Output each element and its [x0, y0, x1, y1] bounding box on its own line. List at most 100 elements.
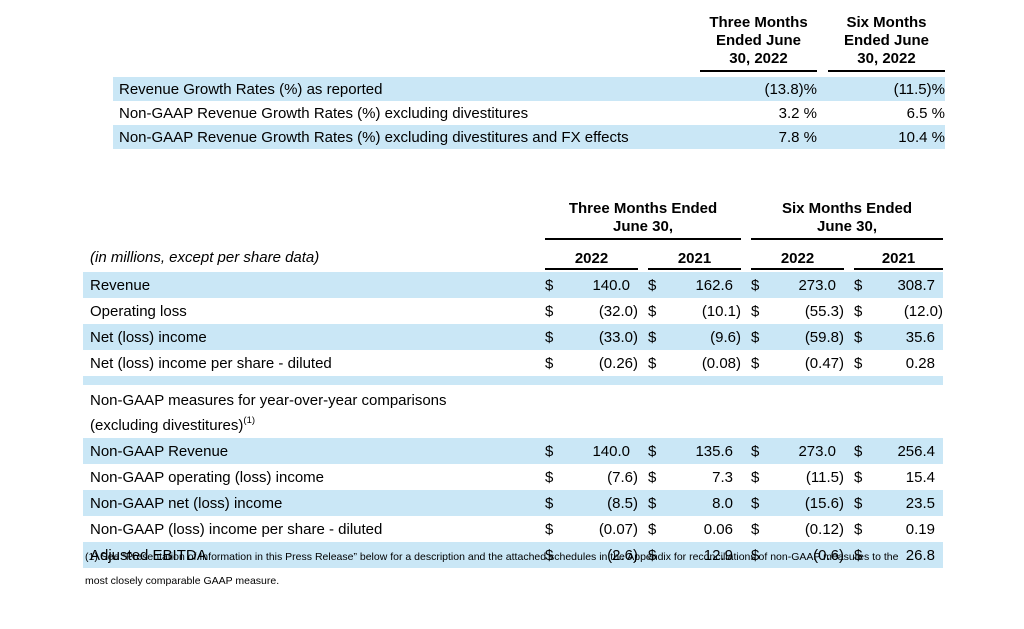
value-group: $ (7.6)	[545, 469, 638, 486]
col-header-line: Six Months	[846, 14, 927, 31]
value-cell: (2.6)	[607, 546, 638, 564]
table-row: Revenue $140.0 $162.6 $273.0 $308.7	[83, 272, 943, 298]
value-cell: 7.8 %	[778, 128, 817, 146]
value-group: $ (12.0)	[854, 303, 943, 320]
value-cell: (11.5)	[805, 468, 844, 486]
currency-symbol: $	[545, 546, 554, 564]
value-group: $7.3	[648, 469, 741, 486]
table-row: Net (loss) income $ (33.0) $ (9.6) $ (59.8) $35…	[83, 324, 943, 350]
value-cell: (0.47)	[804, 354, 844, 372]
value-cell: 3.2 %	[778, 104, 817, 122]
period-header-six-months: Six Months Ended June 30,	[751, 200, 943, 240]
value-cell: (8.5)	[607, 494, 638, 512]
row-label: Non-GAAP operating (loss) income	[90, 468, 324, 486]
row-label: Net (loss) income	[90, 328, 207, 346]
currency-symbol: $	[854, 302, 863, 320]
highlight-strip	[83, 376, 943, 385]
row-label: Net (loss) income per share - diluted	[90, 354, 332, 372]
value-cell: (33.0)	[598, 328, 638, 346]
value-group: $ (0.26)	[545, 355, 638, 372]
growth-table-header: Three Months Ended June 30, 2022 Six Mon…	[113, 14, 945, 72]
currency-symbol: $	[545, 494, 554, 512]
value-cell: 273.0	[798, 442, 836, 460]
currency-symbol: $	[545, 328, 554, 346]
year-header: 2021	[854, 250, 943, 270]
non-gaap-rows: Non-GAAP Revenue $140.0 $135.6 $273.0 $256.4…	[83, 438, 943, 568]
value-group: $ (55.3)	[751, 303, 844, 320]
section-header-text: (excluding divestitures)	[90, 417, 244, 434]
value-cell: 35.6	[905, 328, 935, 346]
period-header-line: Six Months Ended	[781, 200, 912, 217]
footnote-line: most closely comparable GAAP measure.	[85, 575, 280, 587]
value-cell: (10.1)	[701, 302, 741, 320]
value-cell: 10.4 %	[898, 128, 945, 146]
currency-symbol: $	[751, 520, 760, 538]
gaap-rows: Revenue $140.0 $162.6 $273.0 $308.7 Operating…	[83, 272, 943, 376]
value-group: $15.4	[854, 469, 943, 486]
section-header-line: (excluding divestitures)(1)	[90, 411, 943, 436]
value-cell: (13.8)%	[764, 80, 817, 98]
row-label: Operating loss	[90, 302, 187, 320]
value-group: $ (32.0)	[545, 303, 638, 320]
value-group: $ (0.47)	[751, 355, 844, 372]
value-group: $8.0	[648, 495, 741, 512]
value-cell: 12.9	[703, 546, 733, 564]
currency-symbol: $	[751, 468, 760, 486]
row-label: Adjusted EBITDA	[90, 546, 207, 564]
period-header-line: June 30,	[816, 218, 878, 235]
col-header-line: Ended June	[843, 32, 929, 49]
currency-symbol: $	[751, 302, 760, 320]
value-cell: (0.08)	[701, 354, 741, 372]
value-cell: 26.8	[905, 546, 935, 564]
value-cell: (7.6)	[607, 468, 638, 486]
row-label: Revenue	[90, 276, 151, 294]
table-row: Non-GAAP Revenue Growth Rates (%) exclud…	[113, 101, 945, 125]
value-cell: 256.4	[897, 442, 935, 460]
col-header-line: Three Months	[709, 14, 808, 31]
currency-symbol: $	[648, 520, 657, 538]
value-group: $26.8	[854, 547, 943, 564]
currency-symbol: $	[854, 328, 863, 346]
year-header: 2022	[751, 250, 844, 270]
value-cell: 6.5 %	[906, 104, 945, 122]
value-group: $140.0	[545, 443, 638, 460]
value-cell: (0.26)	[598, 354, 638, 372]
value-group: $273.0	[751, 277, 844, 294]
value-group: $ (10.1)	[648, 303, 741, 320]
currency-symbol: $	[751, 354, 760, 372]
value-group: $23.5	[854, 495, 943, 512]
value-cell: 140.0	[592, 276, 630, 294]
row-label: Non-GAAP Revenue	[90, 442, 229, 460]
value-group: $ (15.6)	[751, 495, 844, 512]
value-cell: 135.6	[695, 442, 733, 460]
value-cell: (0.6)	[813, 546, 844, 564]
value-cell: 0.28	[905, 354, 935, 372]
value-cell: 15.4	[905, 468, 935, 486]
table-row: Non-GAAP operating (loss) income $ (7.6) $7…	[83, 464, 943, 490]
currency-symbol: $	[545, 520, 554, 538]
table-row: Operating loss $ (32.0) $ (10.1) $ (55.3) $ (12.…	[83, 298, 943, 324]
value-cell: 7.3	[712, 468, 733, 486]
value-cell: (9.6)	[710, 328, 741, 346]
growth-rates-table: Three Months Ended June 30, 2022 Six Mon…	[113, 14, 945, 149]
table-row: Non-GAAP net (loss) income $ (8.5) $8.0 $ (15…	[83, 490, 943, 516]
header-spacer	[83, 200, 545, 240]
currency-symbol: $	[648, 468, 657, 486]
col-header-line: Ended June	[715, 32, 801, 49]
value-cell: 8.0	[712, 494, 733, 512]
currency-symbol: $	[751, 494, 760, 512]
value-group: $ (0.6)	[751, 547, 844, 564]
value-group: $12.9	[648, 547, 741, 564]
table-row: Non-GAAP Revenue $140.0 $135.6 $273.0 $256.4	[83, 438, 943, 464]
currency-symbol: $	[854, 354, 863, 372]
row-label: Non-GAAP (loss) income per share - dilut…	[90, 520, 383, 538]
currency-symbol: $	[751, 276, 760, 294]
value-group: $ (0.12)	[751, 521, 844, 538]
value-group: $256.4	[854, 443, 943, 460]
footnote: (1) See “Presentation of Information in …	[85, 551, 967, 588]
financial-results-table: Three Months Ended June 30, Six Months E…	[83, 200, 943, 568]
value-cell: (0.07)	[598, 520, 638, 538]
currency-symbol: $	[545, 468, 554, 486]
period-header-line: Three Months Ended	[568, 200, 718, 217]
